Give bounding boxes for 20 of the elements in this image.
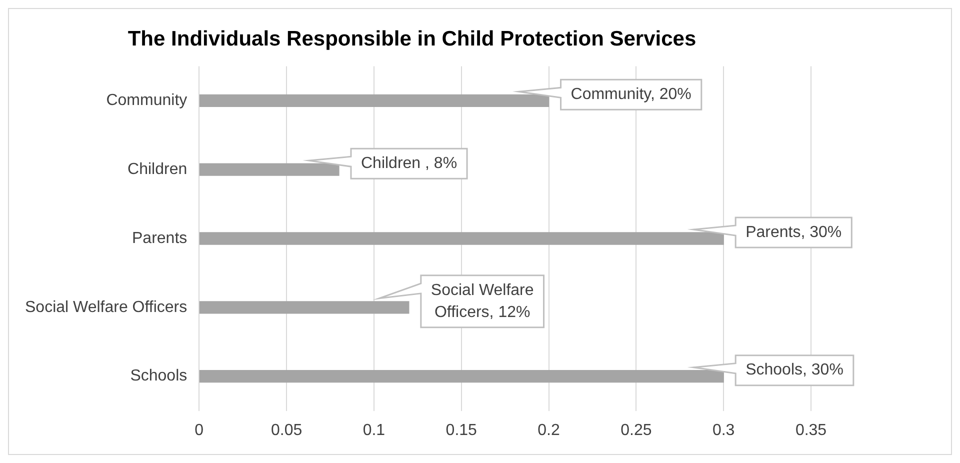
y-tick-label: Parents (132, 230, 188, 247)
y-tick-label: Community (106, 92, 188, 110)
data-label: Community, 20% (570, 86, 692, 104)
data-label: Children , 8% (360, 154, 458, 172)
x-tick-label: 0.25 (620, 422, 652, 439)
y-tick-label: Social Welfare Officers (24, 298, 188, 316)
y-tick-label: Children (128, 160, 188, 178)
chart-title: The Individuals Responsible in Child Protection Services (128, 27, 696, 50)
x-tick-label: 0.05 (270, 422, 302, 439)
x-tick-label: 0.15 (446, 422, 478, 439)
x-tick-label: 0.3 (712, 422, 735, 439)
x-tick-label: 0.35 (795, 422, 827, 439)
y-tick-label: Schools (130, 368, 188, 385)
data-label: Schools, 30% (746, 362, 844, 379)
x-tick-label: 0.1 (362, 422, 386, 439)
bar (199, 301, 410, 314)
x-tick-label: 0 (194, 422, 204, 439)
data-label: Social Welfare Officers, 12% (430, 282, 534, 321)
x-tick-label: 0.2 (538, 422, 560, 439)
data-label: Parents, 30% (746, 224, 842, 241)
